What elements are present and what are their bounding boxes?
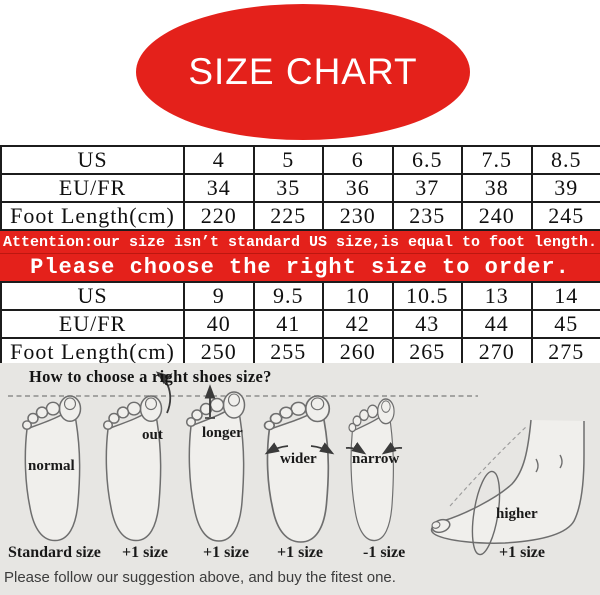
- inward-right-arrow-icon: [381, 442, 403, 455]
- foot-higher-diagram: [430, 419, 585, 556]
- table-cell: 40: [183, 309, 255, 339]
- table-cell: 4: [183, 145, 255, 175]
- table-row: EU/FR 40 41 42 43 44 45: [0, 309, 600, 339]
- table-cell: 35: [252, 173, 324, 203]
- table-cell: 14: [530, 281, 600, 311]
- table-row: US 4 5 6 6.5 7.5 8.5: [0, 145, 600, 175]
- table-cell: 37: [391, 173, 463, 203]
- table-cell: 36: [322, 173, 394, 203]
- foot-label-out: out: [142, 427, 163, 443]
- foot-label-wider: wider: [280, 451, 317, 467]
- table-cell: 45: [530, 309, 600, 339]
- table-cell: 260: [322, 337, 394, 367]
- guide-footer-text: Please follow our suggestion above, and …: [4, 569, 396, 586]
- foot-label-normal: normal: [28, 458, 75, 474]
- size-guide-section: How to choose a right shoes size? normal…: [0, 363, 600, 595]
- table-row: Foot Length(cm) 220 225 230 235 240 245: [0, 201, 600, 231]
- table-cell: 9.5: [252, 281, 324, 311]
- inward-left-arrow-icon: [345, 442, 367, 455]
- row-label: Foot Length(cm): [0, 337, 185, 367]
- attention-banner: Attention:our size isn’t standard US siz…: [0, 231, 600, 253]
- attention-banner-text: Attention:our size isn’t standard US siz…: [2, 233, 598, 251]
- choose-size-banner-text: Please choose the right size to order.: [30, 255, 570, 280]
- foot-out-diagram: [102, 371, 172, 542]
- table-cell: 7.5: [461, 145, 533, 175]
- curved-out-arrow-icon: [155, 371, 172, 414]
- table-row: EU/FR 34 35 36 37 38 39: [0, 173, 600, 203]
- choose-size-banner: Please choose the right size to order.: [0, 253, 600, 281]
- table-cell: 42: [322, 309, 394, 339]
- foot-label-narrow: narrow: [352, 451, 400, 467]
- size-note-higher: +1 size: [499, 544, 545, 561]
- table-cell: 240: [461, 201, 533, 231]
- table-cell: 275: [530, 337, 600, 367]
- table-cell: 38: [461, 173, 533, 203]
- table-cell: 230: [322, 201, 394, 231]
- row-label: EU/FR: [0, 309, 185, 339]
- outward-right-arrow-icon: [310, 442, 335, 455]
- table-cell: 6.5: [391, 145, 463, 175]
- size-chart-badge-label: SIZE CHART: [188, 51, 418, 92]
- table-cell: 5: [252, 145, 324, 175]
- table-cell: 265: [391, 337, 463, 367]
- outward-left-arrow-icon: [264, 442, 289, 455]
- table-cell: 44: [461, 309, 533, 339]
- table-cell: 235: [391, 201, 463, 231]
- table-cell: 10.5: [391, 281, 463, 311]
- table-cell: 270: [461, 337, 533, 367]
- size-note-out: +1 size: [122, 544, 168, 561]
- table-cell: 6: [322, 145, 394, 175]
- table-cell: 255: [252, 337, 324, 367]
- row-label: EU/FR: [0, 173, 185, 203]
- table-cell: 39: [530, 173, 600, 203]
- foot-wider-diagram: [263, 395, 335, 543]
- table-cell: 41: [252, 309, 324, 339]
- table-cell: 245: [530, 201, 600, 231]
- table-cell: 8.5: [530, 145, 600, 175]
- size-note-standard: Standard size: [8, 544, 101, 561]
- size-table-lower: US 9 9.5 10 10.5 13 14 EU/FR 40 41 42 43…: [0, 281, 600, 367]
- guide-heading: How to choose a right shoes size?: [29, 367, 272, 386]
- foot-label-longer: longer: [202, 425, 243, 441]
- size-note-wider: +1 size: [277, 544, 323, 561]
- row-label: US: [0, 145, 185, 175]
- feet-diagram: [8, 371, 585, 556]
- table-cell: 250: [183, 337, 255, 367]
- foot-label-higher: higher: [496, 506, 538, 522]
- table-cell: 10: [322, 281, 394, 311]
- table-cell: 43: [391, 309, 463, 339]
- foot-longer-diagram: [185, 384, 246, 542]
- foot-narrow-diagram: [345, 398, 403, 542]
- size-note-longer: +1 size: [203, 544, 249, 561]
- size-chart-badge: SIZE CHART: [136, 4, 470, 140]
- table-row: US 9 9.5 10 10.5 13 14: [0, 281, 600, 311]
- table-cell: 225: [252, 201, 324, 231]
- instep-girth-ellipse: [471, 470, 501, 556]
- row-label: Foot Length(cm): [0, 201, 185, 231]
- table-row: Foot Length(cm) 250 255 260 265 270 275: [0, 337, 600, 367]
- table-cell: 13: [461, 281, 533, 311]
- table-cell: 220: [183, 201, 255, 231]
- size-note-narrow: -1 size: [363, 544, 406, 561]
- size-table-upper: US 4 5 6 6.5 7.5 8.5 EU/FR 34 35 36 37 3…: [0, 145, 600, 231]
- table-cell: 9: [183, 281, 255, 311]
- table-cell: 34: [183, 173, 255, 203]
- row-label: US: [0, 281, 185, 311]
